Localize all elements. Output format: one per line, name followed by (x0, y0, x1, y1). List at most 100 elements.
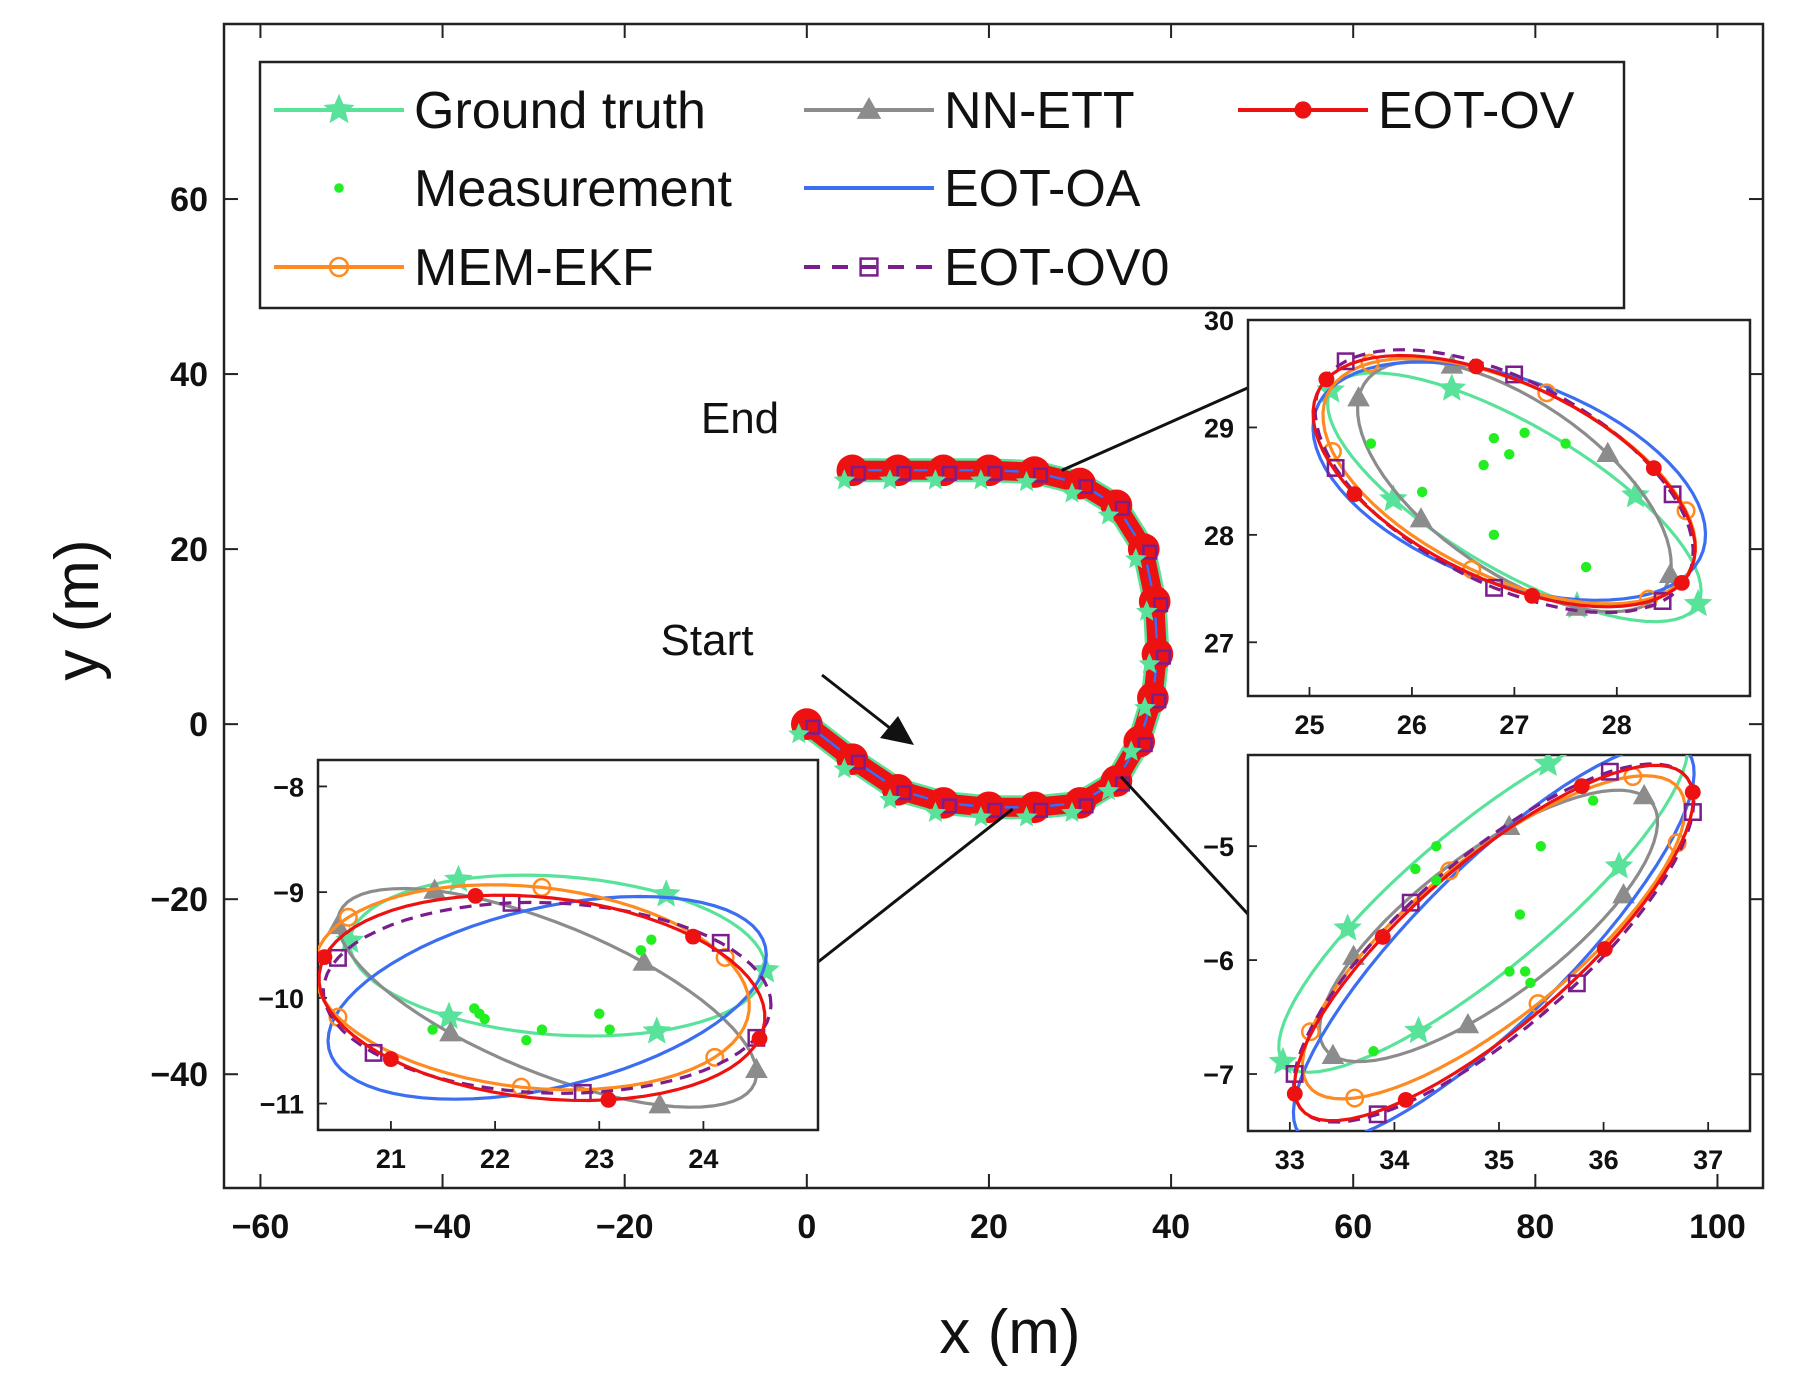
inset-y-tick-label: 28 (1204, 521, 1234, 551)
measurement-point (594, 1008, 605, 1019)
x-tick-label: 20 (970, 1208, 1008, 1246)
measurement-point (1488, 529, 1500, 541)
legend-label: EOT-OV0 (944, 239, 1169, 297)
ellipse-eot-oa (1291, 755, 1696, 1131)
inset-end-plot-content (1311, 348, 1713, 624)
track-eot-ov0-marker (1078, 798, 1094, 814)
inset-y-tick-label: −7 (1203, 1060, 1234, 1090)
ellipse-marker-mem-ekf (338, 907, 358, 927)
track-ground-truth-marker (924, 468, 947, 490)
ellipse-marker-eot-ov (1468, 358, 1485, 375)
legend-box (258, 60, 1626, 310)
inset-x-tick-label: 22 (480, 1144, 510, 1174)
ellipse-marker-ground-truth (642, 1016, 672, 1044)
ellipse-marker-nn-ett (632, 950, 656, 971)
track-eot-ov0-marker (941, 798, 957, 814)
measurement-point (1535, 840, 1547, 852)
ellipse-marker-eot-ov (751, 1030, 768, 1047)
track-eot-ov0-marker (1155, 649, 1171, 665)
measurement-point (1368, 1046, 1379, 1057)
trajectory-group (788, 454, 1174, 827)
track-ground-truth-marker (1134, 696, 1156, 718)
ellipse-marker-ground-truth (1533, 755, 1563, 777)
measurement-point (646, 934, 657, 945)
legend-entry: EOT-OA (804, 160, 1141, 218)
track-eot-ov0-marker (1151, 693, 1167, 709)
ellipse-marker-ground-truth (751, 955, 780, 983)
x-tick-label: 60 (1334, 1208, 1372, 1246)
inset-x-tick-label: 24 (688, 1144, 718, 1174)
track-ground-truth-marker (1061, 801, 1083, 823)
connector-line (817, 807, 1014, 964)
measurement-point (1519, 427, 1530, 438)
ellipse-marker-ground-truth (1333, 913, 1362, 941)
legend-marker-sample (1294, 101, 1312, 119)
track-eot-ov0-marker (1137, 737, 1153, 753)
measurement-point (536, 1024, 548, 1035)
ellipse-marker-eot-ov (1346, 486, 1363, 503)
connector-line (1061, 384, 1253, 472)
measurement-point (521, 1034, 532, 1046)
inset-x-tick-label: 27 (1499, 710, 1529, 740)
track-eot-ov0-marker (987, 465, 1003, 481)
ellipse-marker-nn-ett (745, 1057, 768, 1078)
x-tick-label: 100 (1689, 1208, 1746, 1246)
ellipse-marker-eot-ov0 (1663, 485, 1682, 504)
track-eot-ov0-marker (850, 754, 866, 770)
inset-y-tick-label: −9 (273, 878, 304, 908)
x-tick-label: 0 (797, 1208, 816, 1246)
measurement-point (1478, 459, 1489, 471)
legend-entry: EOT-OV0 (804, 239, 1169, 297)
track-ground-truth-marker (1097, 779, 1120, 801)
inset-x-tick-label: 36 (1589, 1145, 1619, 1175)
inset-y-tick-label: −11 (260, 1090, 304, 1120)
inset-turn-frame (1246, 753, 1752, 1133)
y-tick-label: 60 (170, 181, 208, 219)
ellipse-marker-eot-ov (1573, 778, 1590, 795)
track-ground-truth-marker (1097, 504, 1120, 525)
track-ground-truth-marker (1015, 805, 1038, 827)
ellipse-marker-nn-ett (1596, 441, 1620, 463)
ellipse-marker-eot-ov (1374, 929, 1391, 945)
legend-marker-sample (859, 257, 879, 277)
ellipse-marker-mem-ekf (1345, 1088, 1365, 1108)
main-axis-ticks: −60 −40 −20 0 20 40 60 80 100 −40 −20 0 20 40 60 (150, 24, 1763, 1246)
track-eot-ov0-marker (850, 465, 866, 481)
ellipse-marker-ground-truth (434, 1001, 464, 1029)
ellipse-marker-eot-ov (1684, 784, 1701, 801)
ellipse-eot-ov (1311, 353, 1697, 609)
ellipse-marker-eot-ov (1596, 941, 1613, 957)
ellipse-mem-ekf (1300, 774, 1687, 1101)
inset-x-tick-label: 21 (376, 1144, 406, 1174)
y-tick-label: −40 (150, 1056, 208, 1094)
ellipse-marker-nn-ett (1321, 1043, 1345, 1064)
ellipse-eot-ov (318, 893, 767, 1103)
start-label: Start (661, 616, 754, 665)
legend-entry: EOT-OV (1238, 82, 1575, 140)
x-tick-label: 80 (1516, 1208, 1554, 1246)
y-tick-label: 40 (170, 356, 208, 394)
ellipse-marker-ground-truth (1621, 480, 1650, 508)
y-tick-label: 0 (189, 706, 208, 744)
ellipse-marker-mem-ekf (1300, 1022, 1320, 1042)
ellipse-marker-nn-ett (1612, 883, 1635, 904)
ellipse-marker-eot-ov (1524, 587, 1541, 604)
ellipse-marker-mem-ekf (715, 947, 735, 967)
legend-label: Measurement (414, 160, 732, 218)
ellipse-marker-ground-truth (1683, 589, 1713, 617)
legend-label: NN-ETT (944, 82, 1135, 140)
y-axis-label: y (m) (43, 539, 112, 680)
track-eot-ov0-marker (987, 802, 1003, 818)
inset-turn-plot-content (1268, 755, 1702, 1131)
inset-y-tick-label: 30 (1204, 306, 1234, 336)
measurement-point (1587, 795, 1599, 806)
measurement-point (479, 1013, 490, 1025)
ellipse-marker-nn-ett (1456, 1012, 1480, 1034)
ellipse-marker-ground-truth (1604, 851, 1634, 879)
measurement-point (427, 1024, 438, 1035)
ellipse-marker-eot-ov (1397, 1091, 1414, 1108)
inset-end-panel: 25 26 27 28 27 28 29 30 (1204, 306, 1752, 740)
inset-x-tick-label: 28 (1602, 710, 1632, 740)
start-arrow-shaft (821, 673, 896, 734)
